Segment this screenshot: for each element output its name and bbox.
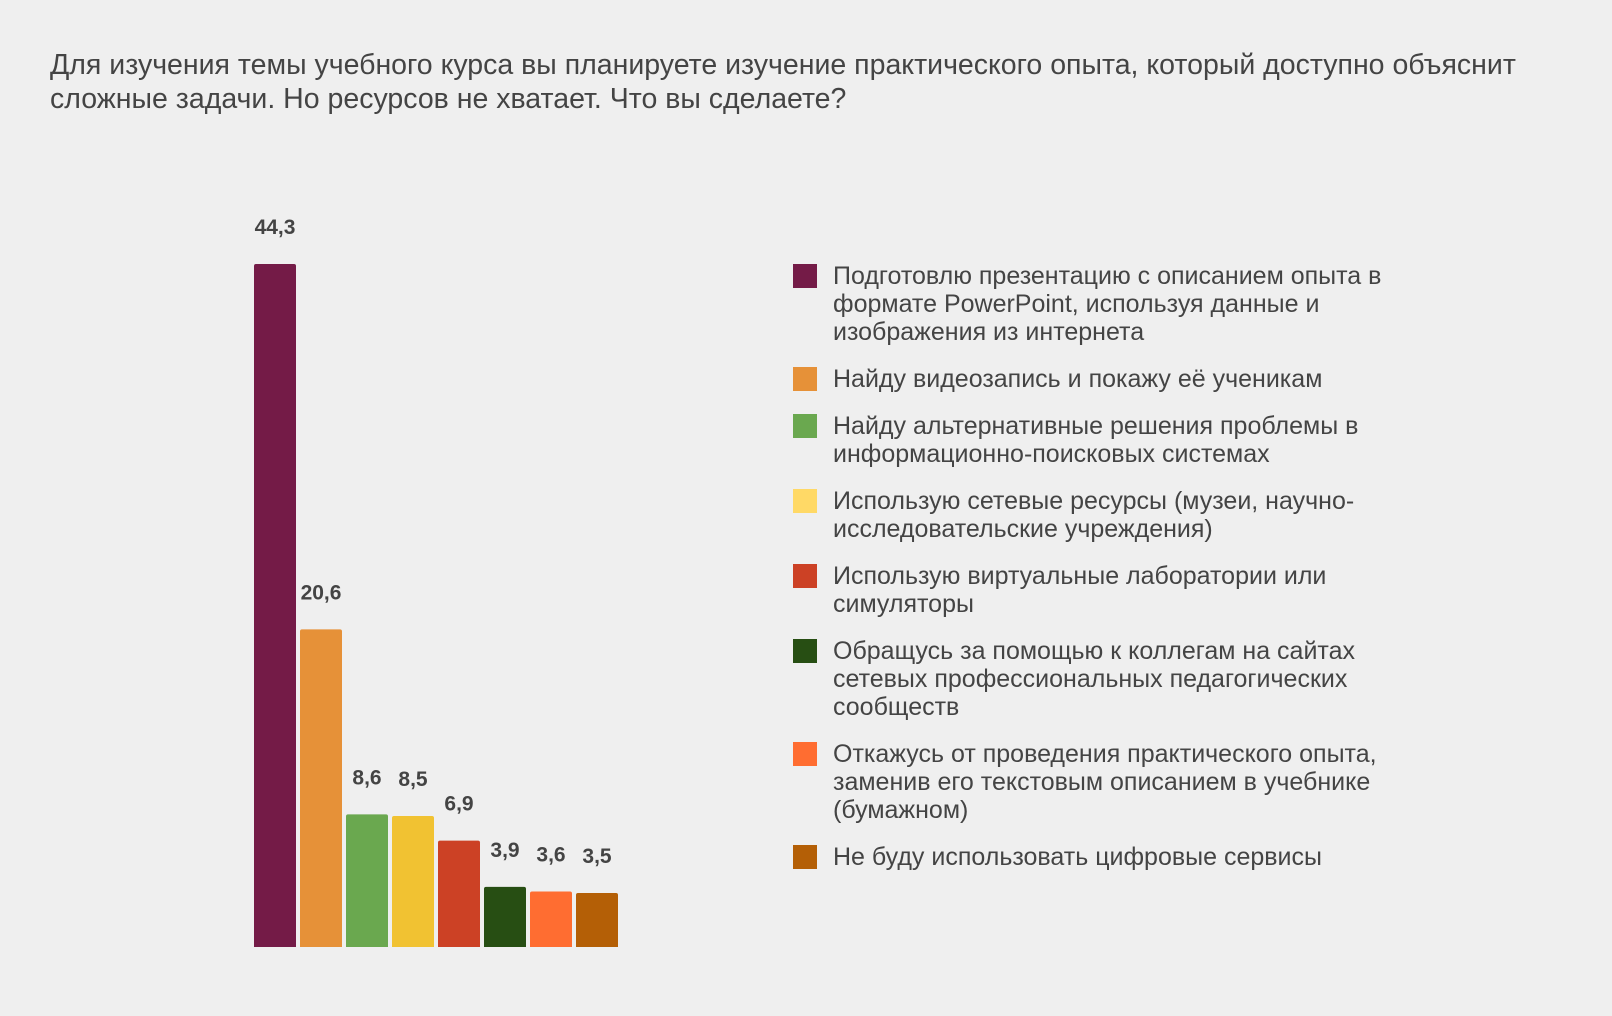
legend-item: Обращусь за помощью к коллегам на сайтах… — [793, 637, 1573, 721]
legend-swatch — [793, 367, 817, 391]
legend-item: Не буду использовать цифровые сервисы — [793, 843, 1573, 871]
bar-1 — [254, 264, 296, 947]
data-label-7: 3,6 — [536, 843, 565, 866]
legend-label: Откажусь от проведения практического опы… — [833, 740, 1377, 824]
bar-4 — [392, 815, 434, 947]
legend-swatch — [793, 489, 817, 513]
data-label-3: 8,6 — [352, 766, 381, 789]
legend-label: Использую виртуальные лаборатории или си… — [833, 562, 1327, 618]
legend-item: Найду видеозапись и покажу её ученикам — [793, 365, 1573, 393]
data-label-5: 6,9 — [444, 793, 473, 816]
legend-item: Найду альтернативные решения проблемы в … — [793, 412, 1573, 468]
legend-swatch — [793, 639, 817, 663]
legend-label: Не буду использовать цифровые сервисы — [833, 843, 1322, 871]
bar-7 — [530, 891, 572, 947]
legend-label: Найду видеозапись и покажу её ученикам — [833, 365, 1323, 393]
legend-swatch — [793, 742, 817, 766]
bar-5 — [438, 840, 480, 947]
legend-swatch — [793, 414, 817, 438]
legend: Подготовлю презентацию с описанием опыта… — [793, 262, 1573, 890]
legend-label: Обращусь за помощью к коллегам на сайтах… — [833, 637, 1355, 721]
bar-3 — [346, 814, 388, 947]
data-label-8: 3,5 — [582, 845, 612, 868]
chart-title: Для изучения темы учебного курса вы план… — [50, 49, 1516, 115]
data-label-2: 20,6 — [301, 581, 342, 604]
bar-2 — [300, 629, 342, 947]
legend-label: Найду альтернативные решения проблемы в … — [833, 412, 1359, 468]
data-label-6: 3,9 — [490, 839, 519, 862]
legend-item: Использую виртуальные лаборатории или си… — [793, 562, 1573, 618]
legend-item: Подготовлю презентацию с описанием опыта… — [793, 262, 1573, 346]
legend-item: Откажусь от проведения практического опы… — [793, 740, 1573, 824]
legend-item: Использую сетевые ресурсы (музеи, научно… — [793, 487, 1573, 543]
legend-label: Использую сетевые ресурсы (музеи, научно… — [833, 487, 1355, 543]
bar-8 — [576, 893, 618, 947]
data-label-4: 8,5 — [398, 768, 428, 791]
data-label-1: 44,3 — [255, 216, 296, 239]
legend-swatch — [793, 845, 817, 869]
bar-chart: 44,3 20,6 8,6 8,5 6,9 3,9 3,6 3,5 — [254, 216, 618, 947]
legend-swatch — [793, 564, 817, 588]
legend-swatch — [793, 264, 817, 288]
bar-6 — [484, 886, 526, 947]
legend-label: Подготовлю презентацию с описанием опыта… — [833, 262, 1382, 346]
